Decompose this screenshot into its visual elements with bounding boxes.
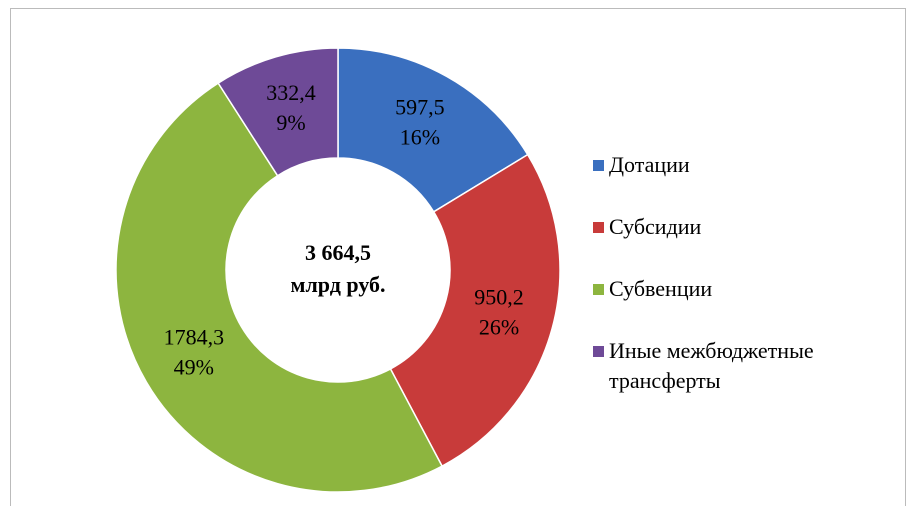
percent-label: 26% <box>479 314 519 339</box>
percent-label: 9% <box>276 110 305 135</box>
value-label: 950,2 <box>474 284 524 309</box>
donut-slice <box>115 82 444 493</box>
legend-item: Иные межбюджетные трансферты <box>593 336 883 396</box>
legend-swatch <box>593 222 604 233</box>
legend-label: Иные межбюджетные трансферты <box>609 338 814 393</box>
legend-item: Субсидии <box>593 212 883 242</box>
legend-item: Субвенции <box>593 274 883 304</box>
legend-label: Дотации <box>609 152 690 177</box>
center-label: млрд руб. <box>290 272 385 297</box>
donut-slice <box>217 47 339 177</box>
value-label: 332,4 <box>266 80 316 105</box>
legend-item: Дотации <box>593 150 883 180</box>
legend: Дотации Субсидии Субвенции Иные межбюджетны… <box>593 150 883 428</box>
donut-slice <box>337 47 529 213</box>
donut-slice <box>389 153 561 468</box>
percent-label: 16% <box>400 124 440 149</box>
legend-swatch <box>593 284 604 295</box>
chart-border <box>10 8 906 506</box>
legend-label: Субсидии <box>609 214 702 239</box>
value-label: 597,5 <box>395 94 445 119</box>
value-label: 1784,3 <box>164 324 225 349</box>
legend-label: Субвенции <box>609 276 713 301</box>
percent-label: 49% <box>174 354 214 379</box>
center-label: 3 664,5 <box>305 240 371 265</box>
legend-swatch <box>593 346 604 357</box>
legend-swatch <box>593 160 604 171</box>
